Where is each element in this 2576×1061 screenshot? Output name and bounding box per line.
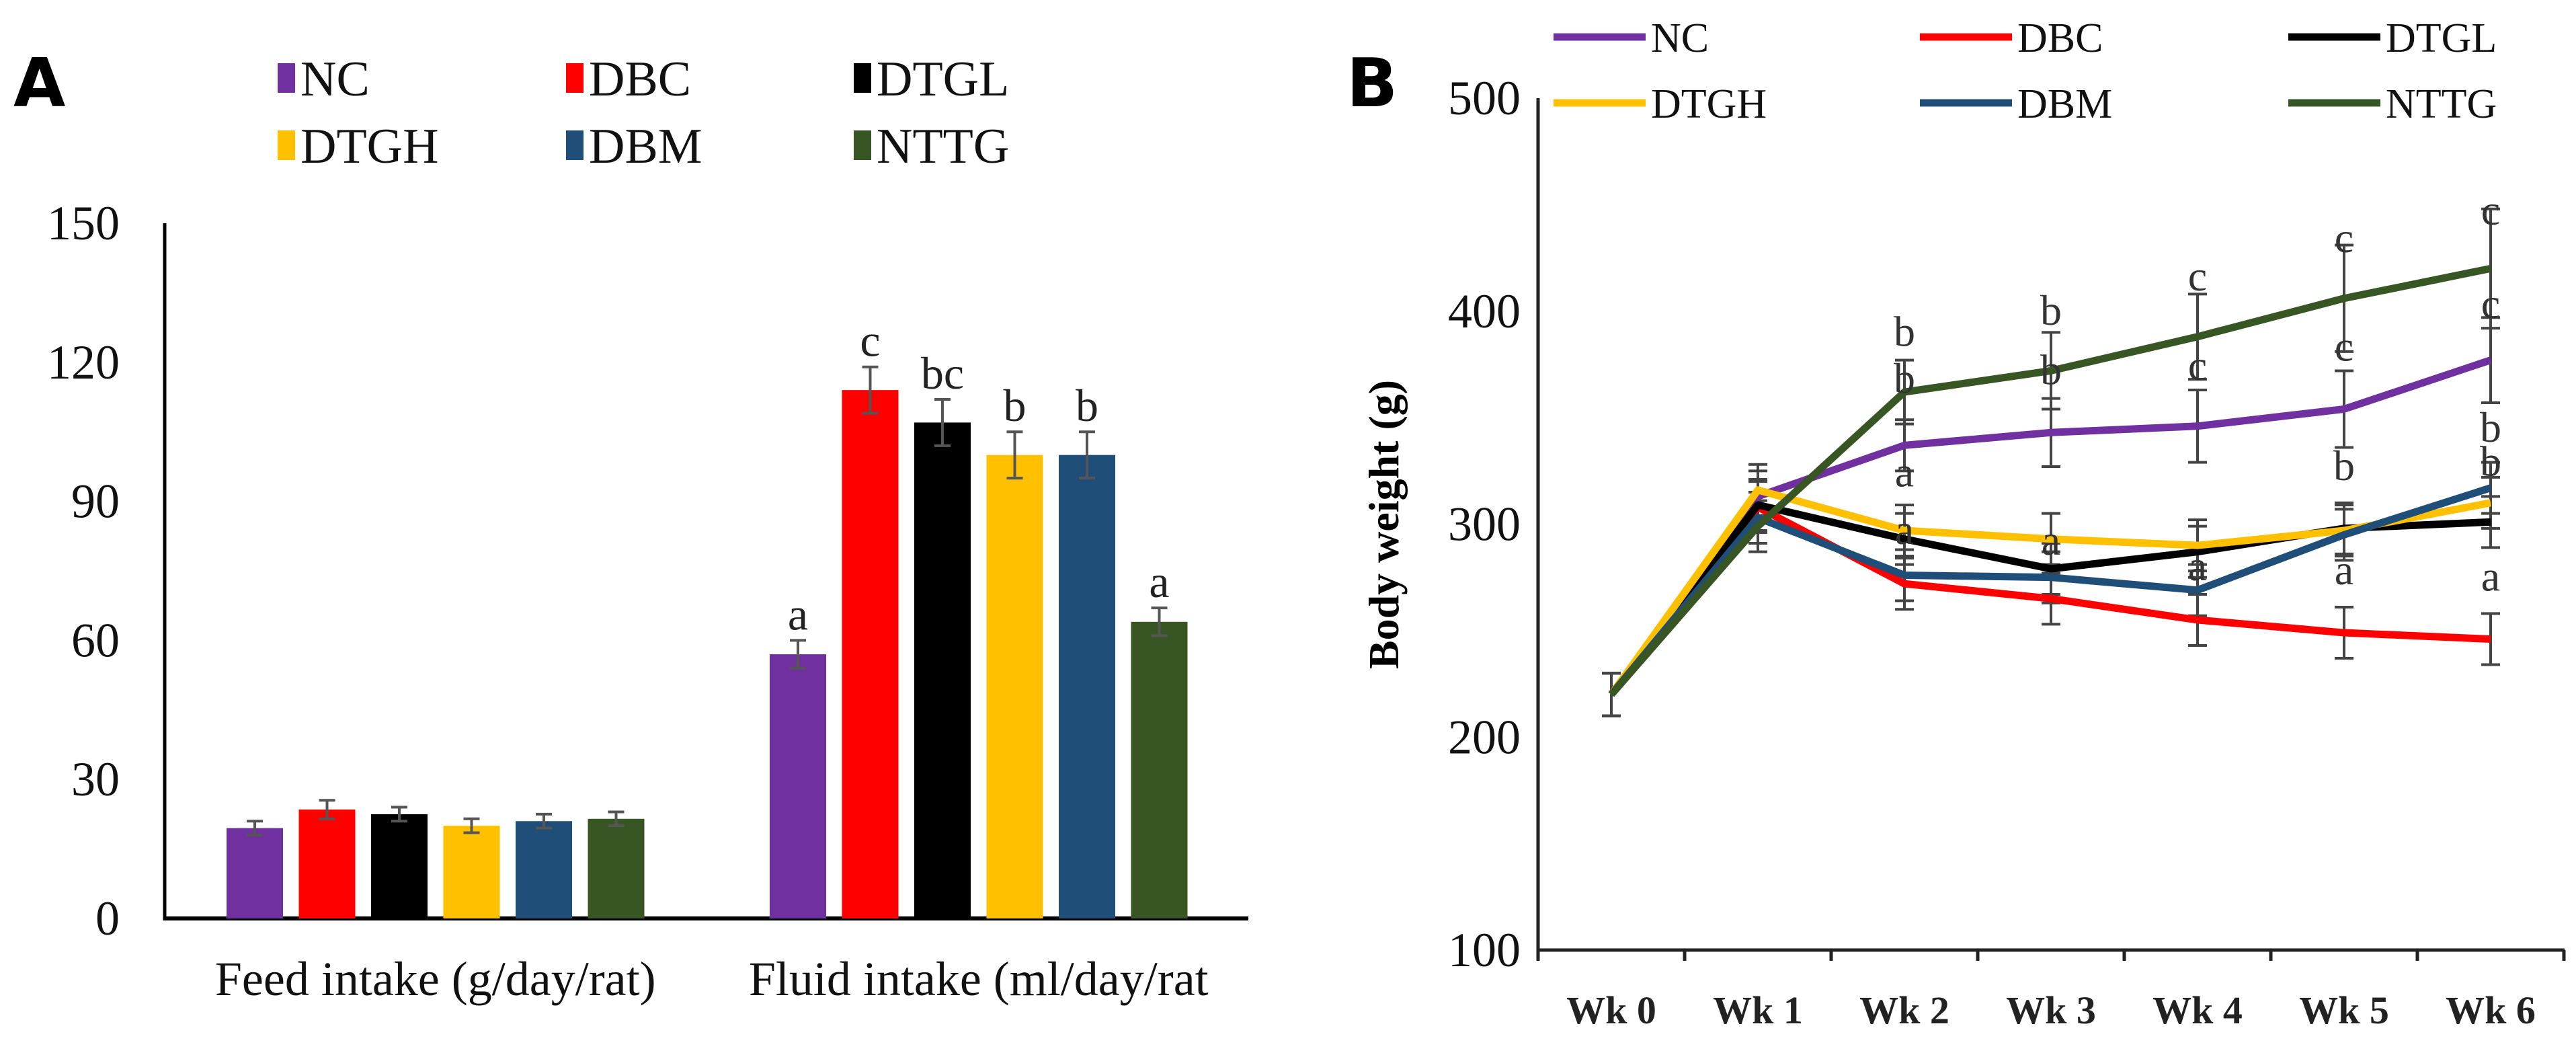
bar-nc (770, 654, 826, 918)
bar-dtgh (443, 826, 500, 918)
chart-b: 100 200 300 400 500 Wk 0 Wk 1 Wk 2 Wk 3 Wk 4 Wk 5 W… (1448, 15, 2566, 1032)
y-tick-label: 300 (1448, 498, 1521, 551)
significance-label: a (2188, 542, 2207, 590)
bar-dtgh (986, 455, 1043, 918)
bar-dbm (1059, 455, 1115, 918)
bar-nttg (1131, 621, 1188, 918)
y-tick-label: 90 (71, 475, 120, 528)
significance-label: a (2335, 546, 2353, 594)
y-tick-label: 0 (95, 892, 120, 945)
x-tick-label: Wk 3 (2006, 988, 2096, 1032)
legend-label: DTGL (877, 52, 1009, 107)
legend-swatch-dtgh (278, 130, 295, 160)
legend-label: DBC (2017, 15, 2103, 61)
significance-label: bc (921, 348, 964, 399)
significance-label: b (2333, 442, 2355, 489)
x-tick-label: Wk 6 (2446, 988, 2536, 1032)
significance-label: a (2042, 516, 2060, 564)
significance-label: a (2481, 553, 2500, 600)
significance-label: a (1149, 556, 1169, 607)
significance-label: b (2480, 403, 2501, 451)
y-tick-label: 400 (1448, 284, 1521, 338)
significance-label: b (2480, 438, 2501, 485)
y-axis-label-b: Body weight (g) (1360, 380, 1408, 669)
legend-label: DTGH (1651, 81, 1767, 127)
bar-nttg (588, 818, 645, 918)
legend-label: DTGH (300, 119, 439, 174)
x-tick-label: Wk 2 (1859, 988, 1949, 1032)
significance-label: b (1076, 380, 1098, 431)
y-tick-label: 120 (47, 336, 120, 389)
bar-dtgl (914, 422, 971, 918)
bar-dbc (298, 810, 356, 918)
bar-dbc (842, 390, 899, 918)
significance-label: b (1004, 380, 1027, 431)
legend-label: NC (1651, 15, 1709, 61)
x-tick-label: Wk 1 (1713, 988, 1803, 1032)
y-tick-label: 100 (1448, 923, 1521, 977)
significance-label: c (2188, 342, 2207, 389)
legend-label: DBC (589, 52, 691, 107)
y-tick-label: 500 (1448, 71, 1521, 125)
x-tick-label: Wk 5 (2299, 988, 2389, 1032)
significance-label: c (2188, 252, 2207, 300)
legend-label: DTGL (2386, 15, 2497, 61)
y-tick-label: 150 (47, 196, 120, 250)
line-dbm (1608, 484, 2492, 697)
legend-label: DBM (589, 119, 702, 174)
y-tick-label: 30 (71, 752, 120, 806)
legend-label: NTTG (2386, 81, 2497, 127)
legend-swatch-nc (278, 63, 295, 93)
legend-swatch-dtgl (854, 63, 871, 93)
significance-label: c (2481, 280, 2500, 327)
y-tick-label: 200 (1448, 710, 1521, 764)
x-category-label: Fluid intake (ml/day/rat (749, 952, 1209, 1006)
line-dtgh (1608, 486, 2492, 697)
chart-a: 0 30 60 90 120 150 Feed intake (g/day/rat) Flui… (47, 52, 1248, 1006)
significance-label: b (2040, 286, 2062, 334)
significance-label: a (788, 588, 808, 639)
legend-label: NTTG (877, 119, 1009, 174)
legend-swatch-dbm (566, 130, 583, 160)
significance-label: c (860, 315, 880, 366)
bar-dtgl (371, 814, 428, 918)
x-tick-label: Wk 4 (2152, 988, 2243, 1032)
significance-label: a (1895, 506, 1914, 553)
significance-label: b (2040, 346, 2062, 393)
significance-label: b (1894, 307, 1915, 355)
panel-label-a: A (13, 44, 65, 122)
panel-label-b: B (1346, 44, 1398, 122)
x-tick-label: Wk 0 (1566, 988, 1656, 1032)
bar-nc (227, 828, 283, 918)
legend-swatch-dbc (566, 63, 583, 93)
legend-swatch-nttg (854, 130, 871, 160)
line-nc (1608, 356, 2492, 697)
significance-label: b (1894, 354, 1915, 402)
bar-dbm (516, 821, 572, 918)
legend-label: NC (300, 52, 370, 107)
x-category-label: Feed intake (g/day/rat) (215, 952, 656, 1006)
legend-label: DBM (2017, 81, 2112, 127)
significance-label: c (2481, 186, 2500, 234)
significance-label: c (2335, 323, 2353, 370)
significance-label: c (2335, 214, 2353, 262)
significance-label: a (1895, 448, 1914, 496)
line-nttg (1608, 265, 2492, 697)
y-tick-label: 60 (71, 613, 120, 667)
